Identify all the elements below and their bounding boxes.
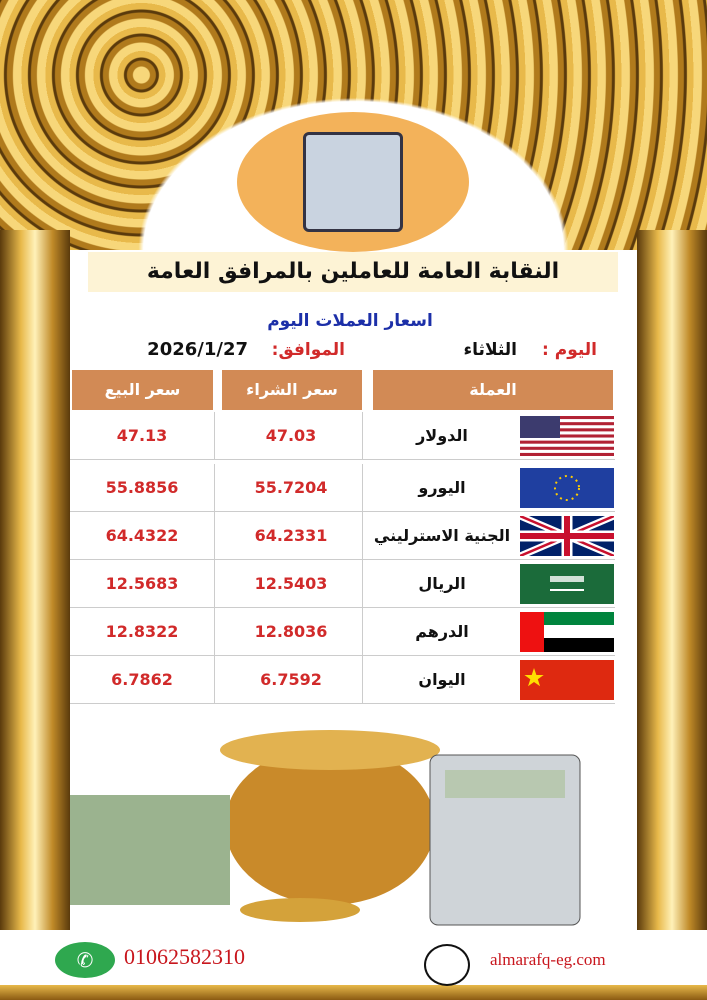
website-link[interactable]: almarafq-eg.com xyxy=(490,950,606,969)
header-buy: سعر الشراء xyxy=(222,370,362,410)
header-sell: سعر البيع xyxy=(72,370,213,410)
table-row: 64.4322 64.2331 الجنية الاسترليني xyxy=(70,512,615,560)
us-flag-icon xyxy=(520,416,614,456)
money-pot-illustration xyxy=(70,730,581,926)
buy-price: 12.5403 xyxy=(220,560,363,607)
union-logo xyxy=(237,112,469,252)
eu-flag-icon xyxy=(520,468,614,508)
buy-price: 47.03 xyxy=(220,412,363,459)
page-title: النقابة العامة للعاملين بالمرافق العامة xyxy=(88,252,618,292)
table-row: 12.8322 12.8036 الدرهم xyxy=(70,608,615,656)
currency-name: الجنية الاسترليني xyxy=(373,525,511,545)
buy-price: 64.2331 xyxy=(220,512,363,559)
table-row: 55.8856 55.7204 اليورو xyxy=(70,464,615,512)
date-value: 2026/1/27 xyxy=(147,339,248,360)
table-row: 47.13 47.03 الدولار xyxy=(70,412,615,460)
header-currency: العملة xyxy=(373,370,613,410)
saudi-flag-icon xyxy=(520,564,614,604)
currency-name: الدرهم xyxy=(415,621,469,641)
sell-price: 64.4322 xyxy=(70,512,215,559)
currency-name: اليوان xyxy=(418,669,466,689)
china-flag-icon xyxy=(520,660,614,700)
currency-name: الريال xyxy=(418,573,466,593)
sell-price: 55.8856 xyxy=(70,464,215,511)
sell-price: 12.5683 xyxy=(70,560,215,607)
currency-name: اليورو xyxy=(418,477,466,497)
phone-number[interactable]: 01062582310 xyxy=(124,944,245,969)
table-row: 6.7862 6.7592 اليوان xyxy=(70,656,615,704)
pillar-right xyxy=(637,230,707,930)
sell-price: 47.13 xyxy=(70,412,215,459)
whatsapp-icon: ✆ xyxy=(55,942,115,978)
day-value: الثلاثاء xyxy=(463,340,517,360)
uk-flag-icon xyxy=(520,516,614,556)
date-label: الموافق: xyxy=(271,340,345,360)
table-row: 12.5683 12.5403 الريال xyxy=(70,560,615,608)
subtitle: اسعار العملات اليوم xyxy=(267,311,433,331)
sell-price: 12.8322 xyxy=(70,608,215,655)
globe-icon xyxy=(424,944,470,986)
buy-price: 6.7592 xyxy=(220,656,363,703)
day-label: اليوم : xyxy=(542,340,597,360)
buy-price: 12.8036 xyxy=(220,608,363,655)
sell-price: 6.7862 xyxy=(70,656,215,703)
buy-price: 55.7204 xyxy=(220,464,363,511)
pillar-left xyxy=(0,230,70,930)
currency-name: الدولار xyxy=(416,425,468,445)
frame-bottom xyxy=(0,985,707,1000)
uae-flag-icon xyxy=(520,612,614,652)
